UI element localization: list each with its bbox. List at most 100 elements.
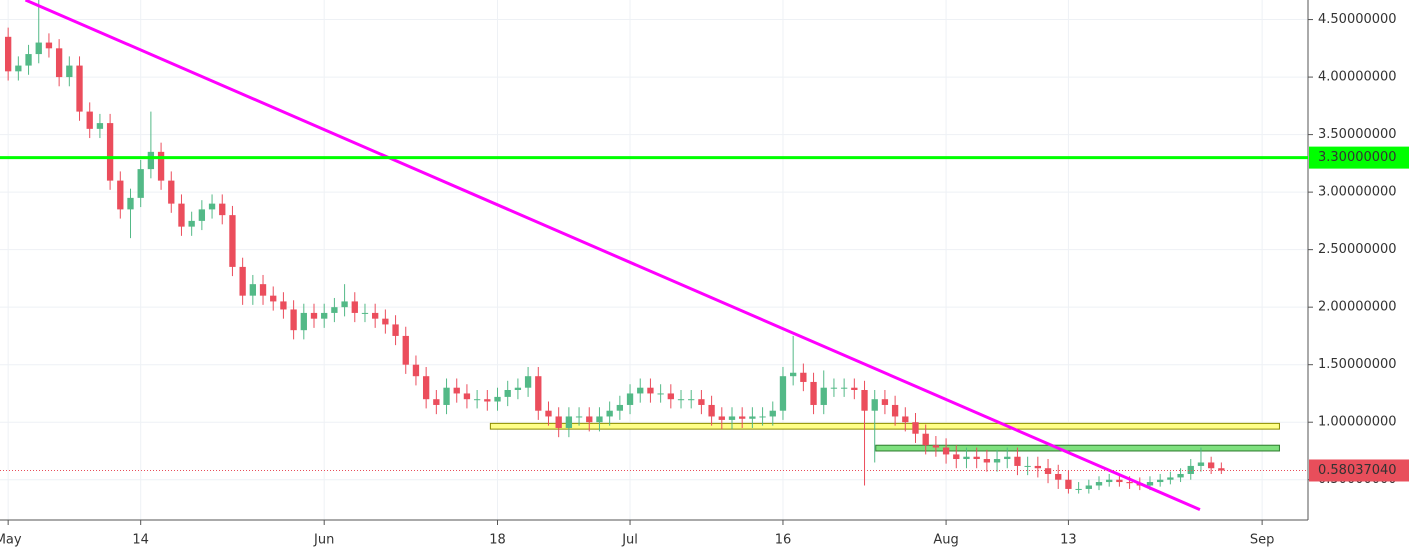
candle-body xyxy=(626,393,634,405)
y-tick-label: 3.00000000 xyxy=(1318,185,1397,200)
candle-body xyxy=(1187,465,1194,474)
last-price-box xyxy=(1309,459,1409,482)
candle-body xyxy=(565,416,573,428)
candle-body xyxy=(637,387,644,394)
candle-body xyxy=(1197,462,1205,466)
candle-body xyxy=(157,151,165,181)
candle-body xyxy=(1065,479,1072,489)
y-tick-label: 2.00000000 xyxy=(1318,300,1397,315)
candle-body xyxy=(1095,482,1103,486)
candle-body xyxy=(198,209,206,221)
candle-body xyxy=(208,203,216,210)
candle-body xyxy=(229,215,236,267)
candle-body xyxy=(310,312,318,319)
candle-body xyxy=(290,309,297,331)
candle-body xyxy=(1177,473,1184,478)
candle-body xyxy=(708,404,715,417)
candle-body xyxy=(249,284,256,296)
candle-body xyxy=(596,416,603,423)
candle-body xyxy=(270,295,277,302)
candle-body xyxy=(1167,477,1174,480)
candle-body xyxy=(433,399,440,405)
candle-body xyxy=(117,180,124,210)
candle-body xyxy=(769,410,776,417)
candle-body xyxy=(861,390,868,411)
level-label-box xyxy=(1309,146,1409,169)
candle-body xyxy=(412,364,420,377)
x-tick-label: Aug xyxy=(933,533,958,548)
candle-body xyxy=(739,416,746,419)
candle-body xyxy=(4,36,12,72)
candle-body xyxy=(545,410,552,417)
y-tick-label: 3.50000000 xyxy=(1318,127,1397,142)
y-tick-label: 1.00000000 xyxy=(1318,415,1397,430)
candle-body xyxy=(137,169,144,198)
x-tick-label: 18 xyxy=(489,533,506,548)
candle-body xyxy=(361,312,369,314)
candle-body xyxy=(810,381,817,405)
candle-body xyxy=(106,123,114,181)
candle-body xyxy=(168,180,175,204)
candle-body xyxy=(514,387,522,390)
candle-body xyxy=(1218,468,1225,471)
candle-body xyxy=(555,416,562,428)
candle-body xyxy=(820,387,827,405)
candle-body xyxy=(341,301,348,308)
candle-body xyxy=(473,399,481,401)
candle-body xyxy=(1116,479,1123,483)
candle-body xyxy=(219,203,226,216)
candle-body xyxy=(45,42,53,49)
candle-body xyxy=(728,416,736,420)
candle-body xyxy=(535,376,542,411)
candle-body xyxy=(453,387,460,394)
candle-body xyxy=(402,335,409,365)
candle-body xyxy=(443,387,450,405)
candle-body xyxy=(616,404,624,411)
level-label: 3.30000000 xyxy=(1318,150,1397,165)
candle-body xyxy=(1055,473,1062,480)
candle-body xyxy=(677,399,685,401)
candle-body xyxy=(789,372,797,377)
candle-body xyxy=(127,197,134,210)
candle-body xyxy=(321,312,328,319)
candle-body xyxy=(881,399,889,405)
candle-body xyxy=(1014,456,1021,466)
y-tick-label: 2.50000000 xyxy=(1318,242,1397,257)
candle-body xyxy=(800,372,807,382)
candle-body xyxy=(35,42,42,55)
candle-body xyxy=(331,307,338,313)
candle-body xyxy=(698,399,705,405)
candle-body xyxy=(382,318,389,325)
x-tick-label: 14 xyxy=(132,533,149,548)
candle-body xyxy=(759,416,766,418)
candle-body xyxy=(55,48,63,78)
candle-body xyxy=(300,312,307,331)
last-price-label: 0.58037040 xyxy=(1318,463,1397,478)
candle-body xyxy=(1207,462,1215,469)
candle-body xyxy=(25,54,32,66)
candle-body xyxy=(840,387,848,389)
candle-body xyxy=(15,65,22,72)
candle-body xyxy=(749,416,756,419)
candle-body xyxy=(1034,465,1041,469)
candle-body xyxy=(993,459,1001,463)
candle-body xyxy=(484,399,491,402)
candle-body xyxy=(96,123,104,129)
candle-body xyxy=(504,390,511,397)
candle-body xyxy=(973,456,980,460)
candle-body xyxy=(1044,468,1052,474)
x-tick-label: 16 xyxy=(775,533,792,548)
zone xyxy=(875,444,1280,452)
y-tick-label: 4.50000000 xyxy=(1318,12,1397,27)
candle-body xyxy=(1024,465,1031,467)
candle-body xyxy=(871,399,878,411)
candle-body xyxy=(912,422,919,434)
candle-body xyxy=(239,266,246,296)
y-tick-label: 4.00000000 xyxy=(1318,70,1397,85)
candle-body xyxy=(422,376,430,400)
candle-body xyxy=(66,65,73,78)
candle-body xyxy=(963,456,970,460)
x-tick-label: Jul xyxy=(621,533,638,548)
candle-body xyxy=(922,433,929,446)
candle-body xyxy=(1106,479,1113,483)
